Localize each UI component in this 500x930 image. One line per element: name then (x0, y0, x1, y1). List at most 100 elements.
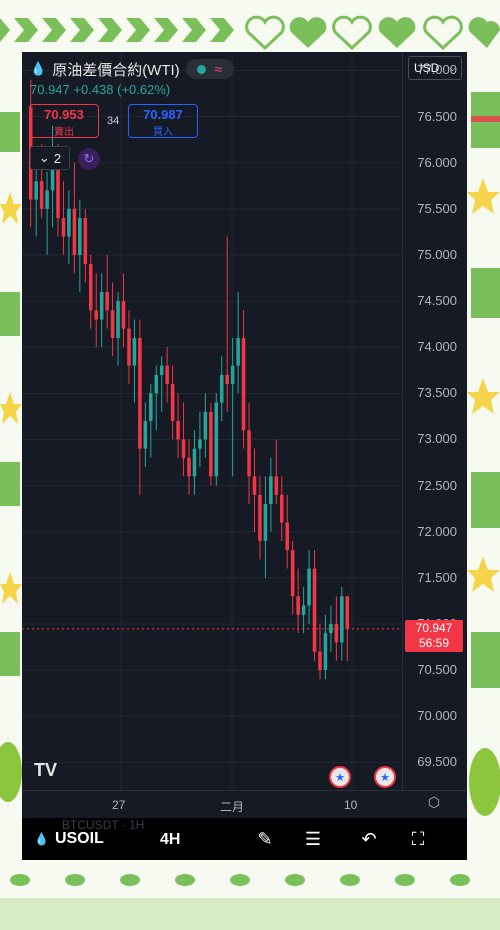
candle-body (209, 411, 213, 477)
candle-body (258, 494, 262, 541)
candle-body (78, 218, 82, 255)
chart-settings-icon[interactable]: ⬡ (427, 794, 441, 810)
chevron-down-icon: ⌵ (449, 62, 456, 73)
sprout-decoration (0, 874, 500, 930)
green-arrow-and-heart-decoration (0, 15, 500, 51)
candle-body (149, 393, 153, 421)
gift-and-star-decoration-right (467, 92, 500, 816)
price-tick-label: 74.000 (417, 339, 457, 355)
candle-body (127, 328, 131, 366)
tradingview-logo[interactable]: TV (34, 760, 58, 780)
candle-body (72, 208, 77, 255)
price-tick-label: 76.000 (417, 154, 457, 170)
fullscreen-icon[interactable]: ⛶ (411, 829, 425, 849)
candle-body (181, 439, 186, 458)
decorative-top-border (0, 0, 500, 52)
candle-body (83, 218, 88, 265)
candle-body (263, 504, 268, 541)
currency-value: USD (414, 61, 440, 75)
buy-price: 70.987 (143, 107, 183, 122)
candle-body (99, 291, 104, 320)
candle-body (45, 190, 49, 209)
us-flag-event-icon[interactable]: ★ (374, 766, 396, 788)
last-price-tag: 70.947 56:59 (405, 619, 463, 652)
symbol-title[interactable]: 原油差價合約(WTI) (52, 61, 180, 79)
candle-body (176, 421, 180, 440)
candle-body (187, 457, 191, 477)
candle-body (329, 623, 333, 634)
undo-icon[interactable]: ↶ (361, 829, 377, 849)
candle-body (132, 337, 137, 366)
quote-price: 70.947 (30, 82, 70, 97)
candle-body (170, 384, 175, 421)
candle-body (340, 596, 344, 643)
us-flag-event-icon[interactable]: ★ (329, 766, 351, 788)
symbol-header[interactable]: 💧 原油差價合約(WTI) ≈ (30, 58, 234, 80)
price-tick-label: 77.000 (417, 62, 457, 78)
market-status-pill[interactable]: ≈ (185, 59, 234, 79)
candle-body (290, 550, 295, 597)
candle-body (252, 476, 257, 495)
candle-body (39, 181, 44, 209)
price-tick-label: 72.000 (417, 523, 457, 539)
candle-body (34, 181, 38, 200)
candle-body (214, 402, 219, 477)
price-tick-label: 73.000 (417, 431, 457, 447)
market-open-dot-icon (197, 64, 207, 74)
bar-countdown: 56:59 (418, 635, 450, 650)
candle-body (225, 374, 229, 385)
candle-body (159, 365, 164, 375)
decorative-left-border (0, 52, 22, 858)
candle-body (334, 623, 339, 643)
refresh-icon[interactable]: ↻ (78, 148, 100, 170)
candle-body (323, 633, 328, 671)
candle-body (165, 365, 169, 385)
price-tick-label: 71.500 (417, 569, 457, 585)
quote-summary: 70.947 +0.438 (+0.62%) (30, 82, 170, 97)
price-tick-label: 70.000 (417, 708, 457, 724)
price-tick-label: 75.000 (417, 246, 457, 262)
candle-body (121, 301, 126, 329)
candle-body (274, 476, 279, 495)
indicators-toggle[interactable]: ⌄ 2 (30, 146, 70, 170)
time-label: 10 (344, 798, 358, 812)
gift-and-star-decoration (0, 112, 22, 802)
price-tick-label: 69.500 (417, 754, 457, 770)
candle-body (198, 439, 202, 449)
candle-body (67, 208, 71, 237)
buy-label: 買入 (153, 127, 173, 138)
chevron-down-icon: ⌄ (38, 150, 50, 165)
candle-body (345, 596, 350, 629)
oil-drop-icon: 💧 (30, 61, 47, 76)
candle-body (116, 301, 120, 338)
candle-body (154, 374, 159, 394)
ghost-overlay-text: BTCUSDT · 1H (62, 818, 145, 832)
candle-body (269, 476, 273, 505)
sell-label: 賣出 (54, 127, 74, 138)
currency-select[interactable]: USD ⌵ (408, 56, 462, 80)
decorative-right-border (467, 52, 500, 858)
price-tick-label: 76.500 (417, 108, 457, 124)
time-axis[interactable]: 27 二月 10 (22, 790, 467, 818)
last-price-value: 70.947 (415, 620, 453, 635)
pattern-wave-icon: ≈ (214, 61, 223, 77)
sell-button[interactable]: 70.953 賣出 (29, 104, 99, 138)
candle-body (280, 494, 284, 523)
symbol-search-button[interactable]: 💧 USOIL (34, 830, 104, 848)
indicators-sliders-icon[interactable]: ☰ (304, 829, 322, 849)
price-axis[interactable]: 77.000 76.500 76.000 75.500 75.000 74.500 74.0… (402, 52, 467, 790)
candle-body (296, 596, 300, 615)
candle-body (230, 365, 235, 385)
drawing-pen-icon[interactable]: ✎ (257, 829, 273, 849)
candle-body (138, 337, 142, 449)
price-tick-label: 72.500 (417, 477, 457, 493)
quote-change: +0.438 (+0.62%) (73, 82, 171, 97)
oil-drop-icon: 💧 (34, 832, 49, 846)
candle-body (318, 651, 322, 671)
interval-button[interactable]: 4H (160, 831, 181, 848)
candle-body (192, 448, 197, 477)
candle-body (301, 605, 306, 615)
buy-button[interactable]: 70.987 買入 (128, 104, 198, 138)
candle-body (110, 310, 115, 338)
candle-body (312, 568, 317, 652)
